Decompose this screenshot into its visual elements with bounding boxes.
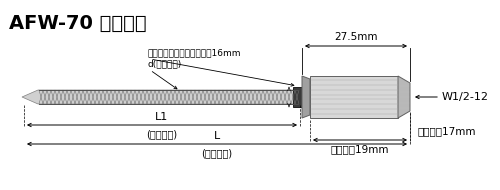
Text: 六角対辺17mm: 六角対辺17mm — [418, 126, 476, 136]
Bar — [293, 87, 302, 107]
Polygon shape — [22, 90, 298, 104]
Bar — [310, 76, 398, 118]
Text: AFW-70 粗目ネジ: AFW-70 粗目ネジ — [9, 14, 146, 33]
Polygon shape — [302, 76, 310, 118]
Polygon shape — [398, 76, 410, 118]
Text: L1: L1 — [156, 112, 168, 122]
Text: d(ネジ外径): d(ネジ外径) — [148, 59, 182, 68]
Text: ねじ深さ19mm: ねじ深さ19mm — [331, 144, 389, 154]
Text: L: L — [214, 131, 220, 141]
Text: 27.5mm: 27.5mm — [334, 32, 378, 42]
Text: (首下長さ): (首下長さ) — [202, 148, 232, 158]
Text: W1/2-12: W1/2-12 — [442, 92, 489, 102]
Text: (ネジ長さ): (ネジ長さ) — [146, 129, 178, 139]
Text: ボンデッドワッシャー外径16mm: ボンデッドワッシャー外径16mm — [148, 48, 242, 57]
